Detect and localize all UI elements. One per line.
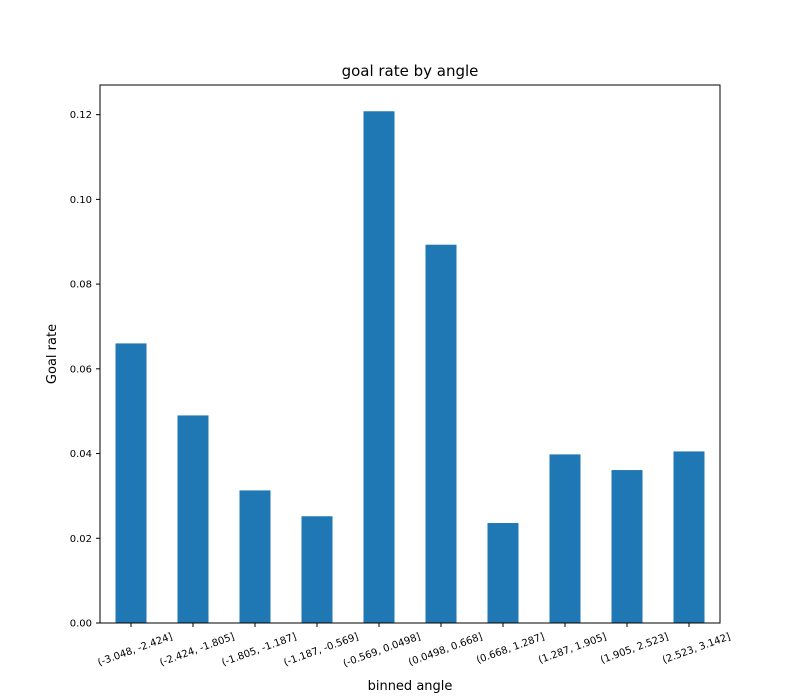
bar-2: [239, 490, 271, 623]
bar-8: [611, 470, 643, 623]
y-tick-label-3: 0.06: [70, 364, 92, 375]
y-tick-label-1: 0.02: [70, 534, 92, 545]
x-tick-label-6: (0.668, 1.287]: [475, 631, 546, 666]
bar-1: [177, 415, 209, 623]
x-tick-label-8: (1.905, 2.523]: [599, 631, 670, 666]
x-axis: (-3.048, -2.424](-2.424, -1.805](-1.805,…: [96, 623, 732, 670]
bar-0: [115, 343, 147, 623]
y-axis-title: Goal rate: [45, 324, 60, 384]
bar-5: [425, 244, 457, 623]
y-tick-label-0: 0.00: [70, 619, 92, 630]
bars-group: [115, 111, 705, 624]
chart-title: goal rate by angle: [342, 62, 479, 80]
bar-6: [487, 523, 519, 623]
plot-area-frame: [99, 84, 721, 624]
x-tick-label-9: (2.523, 3.142]: [661, 631, 732, 666]
y-tick-label-5: 0.10: [70, 195, 92, 206]
y-tick-label-2: 0.04: [70, 449, 92, 460]
bar-9: [673, 451, 705, 623]
y-axis: 0.00 0.02 0.04 0.06 0.08 0.10 0.12: [70, 110, 100, 630]
bar-4: [363, 111, 395, 624]
y-tick-label-4: 0.08: [70, 280, 92, 291]
bar-7: [549, 454, 581, 623]
x-tick-label-7: (1.287, 1.905]: [537, 631, 608, 666]
y-tick-label-6: 0.12: [70, 110, 92, 121]
bar-3: [301, 516, 333, 623]
x-axis-title: binned angle: [368, 679, 453, 694]
